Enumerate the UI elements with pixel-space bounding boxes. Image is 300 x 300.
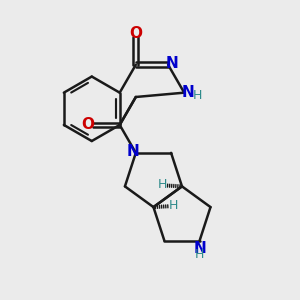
Text: H: H: [193, 88, 202, 102]
Text: N: N: [166, 56, 178, 71]
Text: N: N: [182, 85, 195, 100]
Text: O: O: [129, 26, 142, 41]
Text: H: H: [169, 199, 178, 212]
Text: O: O: [81, 116, 94, 131]
Text: N: N: [193, 241, 206, 256]
Text: H: H: [195, 248, 204, 262]
Text: N: N: [127, 144, 139, 159]
Text: H: H: [157, 178, 167, 191]
